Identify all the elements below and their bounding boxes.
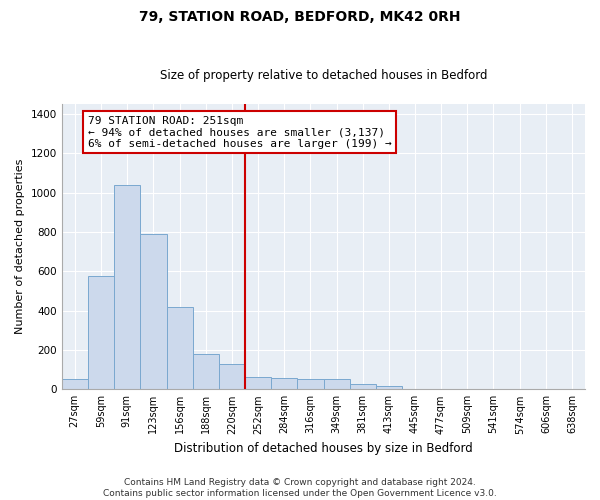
- Bar: [193, 354, 219, 390]
- Bar: [297, 380, 324, 390]
- X-axis label: Distribution of detached houses by size in Bedford: Distribution of detached houses by size …: [174, 442, 473, 455]
- Bar: [219, 364, 245, 390]
- Text: 79 STATION ROAD: 251sqm
← 94% of detached houses are smaller (3,137)
6% of semi-: 79 STATION ROAD: 251sqm ← 94% of detache…: [88, 116, 391, 149]
- Bar: [324, 380, 350, 390]
- Bar: [245, 376, 271, 390]
- Bar: [114, 184, 140, 390]
- Bar: [350, 384, 376, 390]
- Bar: [167, 306, 193, 390]
- Text: 79, STATION ROAD, BEDFORD, MK42 0RH: 79, STATION ROAD, BEDFORD, MK42 0RH: [139, 10, 461, 24]
- Text: Contains HM Land Registry data © Crown copyright and database right 2024.
Contai: Contains HM Land Registry data © Crown c…: [103, 478, 497, 498]
- Bar: [140, 234, 167, 390]
- Title: Size of property relative to detached houses in Bedford: Size of property relative to detached ho…: [160, 69, 487, 82]
- Bar: [88, 276, 114, 390]
- Y-axis label: Number of detached properties: Number of detached properties: [15, 159, 25, 334]
- Bar: [271, 378, 297, 390]
- Bar: [62, 380, 88, 390]
- Bar: [376, 386, 402, 390]
